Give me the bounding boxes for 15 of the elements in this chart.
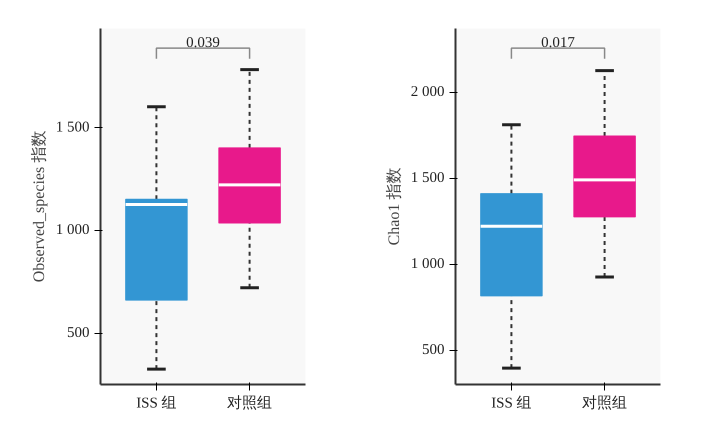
y-tick-label: 500 [422, 342, 444, 358]
annotation: 0.039 [186, 35, 220, 52]
y-tick-label: 2 000 [410, 84, 444, 100]
x-tick-label: ISS 组 [491, 394, 532, 412]
y-tick-label: 1 500 [56, 119, 90, 136]
y-tick-label: 1 000 [56, 222, 90, 238]
x-tick-label: 对照组 [582, 394, 628, 412]
y-axis-title: Chao1 指数 [384, 168, 403, 246]
y-tick-label: 500 [67, 325, 90, 342]
y-tick-label: 1 000 [410, 256, 444, 272]
x-tick-label: 对照组 [227, 394, 272, 412]
y-axis-title: Observed_species 指数 [30, 130, 48, 282]
x-tick-label: ISS 组 [136, 394, 177, 412]
annotation: 0.017 [541, 35, 576, 52]
y-tick-label: 1 500 [410, 170, 444, 186]
